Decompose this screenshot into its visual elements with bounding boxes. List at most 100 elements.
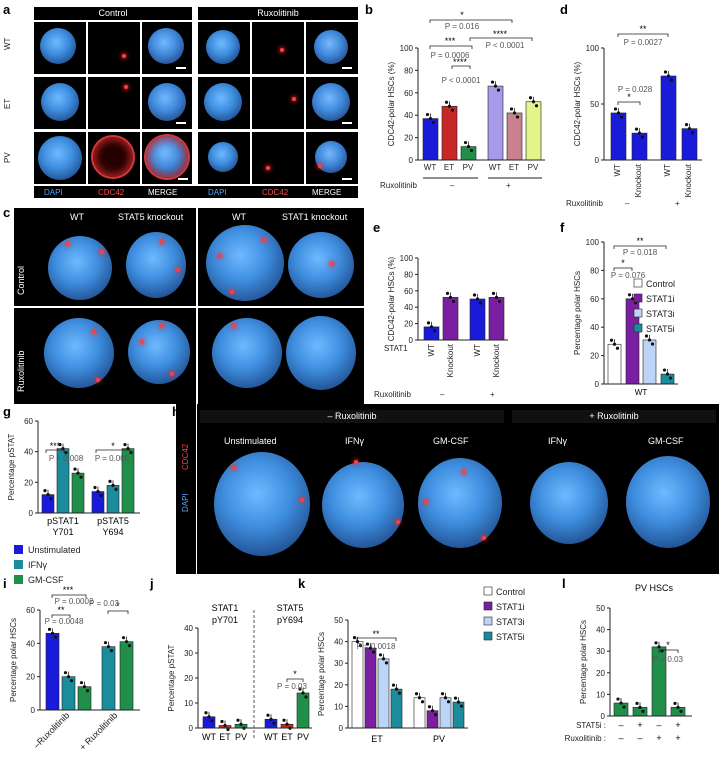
chart-k-ytick-label-5: 50 [334, 616, 343, 625]
chart-b-xtick-0: WT [424, 163, 437, 172]
chart-e-minus: – [440, 390, 445, 399]
chart-b-xtick-2: PV [463, 163, 474, 172]
chart-d-bar-2 [660, 75, 677, 161]
channel-label-cdc42: CDC42 [98, 188, 125, 197]
chart-e-bar-0-point-2 [432, 329, 437, 333]
chart-k-bar-0-0 [351, 641, 364, 729]
chart-i-bar-0-0-point-0 [47, 627, 52, 631]
chart-f-ylabel: Percentage polar HSCs [573, 271, 582, 355]
chart-k-ytick-label-1: 10 [334, 702, 343, 711]
chart-l-title: PV HSCs [635, 583, 674, 593]
chart-b-bar-5-point-0 [528, 96, 533, 100]
chart-g-bar-1-0-point-1 [96, 489, 100, 494]
chart-l-bracket-1 [658, 649, 679, 653]
chart-b-bracket-4 [469, 37, 533, 41]
panel-label-k: k [298, 576, 306, 591]
chart-e-bar-0-point-0 [426, 321, 431, 325]
chart-i-bar-1-2-point-1 [124, 640, 129, 644]
chart-e-bar-2-point-0 [472, 293, 477, 297]
chart-i-p-1: P = 0.0002 [55, 597, 94, 606]
chart-b-bracket-1 [429, 19, 513, 23]
micro-a-pv-cdc42 [88, 132, 140, 184]
channel-label-merge-2: MERGE [312, 188, 342, 197]
chart-b-bar-4 [506, 112, 523, 161]
chart-i-ytick-label-0: 0 [31, 706, 36, 715]
chart-j-bar-5-point-0 [298, 687, 302, 691]
chart-g-p-2: P = 0.005 [95, 454, 130, 463]
chart-b-sig-3: **** [453, 57, 468, 67]
chart-b-bar-2-point-1 [466, 144, 471, 149]
chart-b-treatment-label: Ruxolitinib [380, 181, 417, 190]
chart-f-legend-label-1: STAT1i [646, 294, 675, 304]
chart-l-bar-0-point-0 [616, 697, 620, 701]
chart-i-ylabel: Percentage polar HSCs [9, 618, 18, 702]
chart-j-group-sub-0: pY701 [212, 615, 238, 625]
chart-g-bar-0-2 [71, 472, 85, 514]
chart-g-sig-1: *** [50, 441, 61, 451]
micro-a-rux-pv-dapi [198, 132, 250, 184]
chart-f-bar-0-point-1 [612, 342, 617, 346]
panel-label-j: j [150, 576, 154, 591]
chart-d-bracket-2 [617, 101, 641, 105]
chart-k-bar-1-0-point-0 [414, 692, 419, 696]
chart-f-sig-1: ** [636, 236, 644, 246]
chart-f-bar-1-point-0 [627, 293, 632, 297]
chart-j-bar-0-point-2 [210, 719, 214, 723]
chart-d-xtick-2: WT [663, 164, 672, 177]
chart-f-ytick-label-5: 100 [586, 238, 600, 247]
chart-f-legend-swatch-1 [633, 293, 643, 303]
chart-g-legend-swatch-2 [14, 575, 23, 584]
chart-j-sig-1: * [293, 669, 297, 679]
chart-g-bar-0-0-point-2 [49, 497, 53, 501]
chart-b-bar-0 [422, 118, 439, 161]
chart-e-xtick-3: Knockout [492, 343, 501, 377]
chart-e-ytick-label-2: 40 [404, 303, 413, 312]
chart-b-bar-5-point-2 [534, 104, 539, 108]
micro-a-rux-et-cdc42 [252, 77, 304, 129]
chart-k-bar-1-1-point-1 [430, 709, 435, 713]
micro-a-rux-wt-merge [306, 22, 358, 74]
chart-b-p-4: P < 0.0001 [486, 41, 525, 50]
chart-l-bar-2-point-0 [654, 641, 658, 645]
chart-g-legend-label-2: GM-CSF [28, 575, 64, 585]
chart-b-ytick-label-0: 0 [409, 156, 414, 165]
chart-d-minus: – [625, 199, 630, 208]
chart-g-bar-1-1-point-2 [114, 487, 118, 491]
chart-f: 0 20 40 60 80 100 Percentage polar HSCs WT Contr… [573, 236, 678, 397]
chart-b-bar-4-point-0 [509, 107, 514, 111]
chart-d-xtick-0: WT [613, 164, 622, 177]
chart-i: 0 20 40 60 Percentage polar HSCs –Ruxolitinib… [9, 585, 140, 752]
chart-j-ylabel: Percentage pSTAT [167, 644, 176, 711]
chart-l-row-0-mark-2: – [656, 720, 661, 730]
chart-b-bar-2-point-2 [469, 148, 474, 153]
chart-f-bar-3-point-0 [662, 368, 667, 372]
chart-j-ytick-label-1: 10 [184, 699, 193, 708]
chart-b-bar-5 [525, 101, 542, 161]
chart-k-bar-0-1-point-0 [365, 642, 370, 646]
channel-label-merge: MERGE [148, 188, 178, 197]
chart-f-legend-label-0: Control [646, 279, 675, 289]
chart-b-bar-1-point-1 [447, 104, 452, 108]
chart-d-ylabel: CDC42-polar HSCs (%) [573, 61, 582, 146]
chart-d-bar-3 [681, 128, 698, 161]
chart-e-xtick-1: Knockout [446, 343, 455, 377]
micro-c-4 [288, 232, 354, 298]
chart-g-bar-0-1-point-2 [64, 451, 68, 455]
chart-l-bar-1-point-2 [641, 709, 645, 713]
chart-f-ytick-label-3: 60 [590, 295, 599, 304]
chart-f-bar-0-point-0 [609, 338, 614, 342]
chart-k-ytick-label-2: 20 [334, 681, 343, 690]
chart-l-ytick-label-3: 30 [596, 647, 605, 656]
chart-j-group-1: STAT5 [277, 603, 304, 613]
chart-b-ytick-label-1: 20 [404, 134, 413, 143]
chart-g-bar-1-0-point-0 [93, 485, 97, 490]
chart-l-p-1: P = 0.03 [653, 655, 683, 664]
chart-f-legend-swatch-0 [633, 278, 643, 288]
chart-j-ytick-label-2: 20 [184, 674, 193, 683]
chart-d-bar-2-point-2 [669, 78, 674, 82]
chart-j-bar-3-point-1 [269, 717, 273, 721]
chart-b-sig-1: * [460, 10, 464, 20]
chart-g-bar-1-2-point-0 [123, 443, 127, 447]
chart-l-bar-3-point-2 [679, 709, 683, 713]
micro-a-wt-dapi [34, 22, 86, 74]
